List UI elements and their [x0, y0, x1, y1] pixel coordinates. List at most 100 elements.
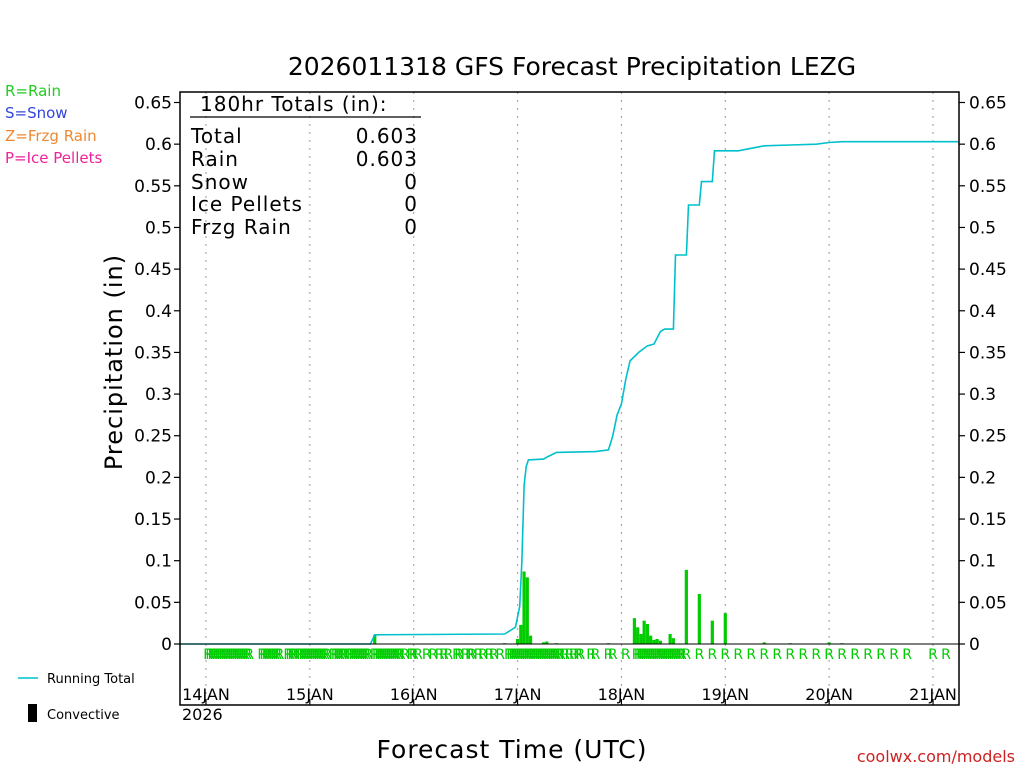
legend-ice-pellets: P=Ice Pellets — [5, 149, 102, 167]
precip-type-marker-27: R — [273, 647, 283, 663]
precip-type-marker-139: R — [651, 647, 661, 663]
precip-type-marker-94: R — [495, 647, 505, 663]
precip-type-marker-90: R — [474, 647, 484, 663]
precip-type-marker-70: R — [385, 647, 395, 663]
precip-type-marker-13: R — [231, 647, 241, 663]
precip-type-marker-162: R — [811, 647, 821, 663]
precip-type-marker-19: R — [244, 647, 254, 663]
totals-total-label: Total — [190, 124, 243, 148]
precip-type-marker-113: R — [543, 647, 553, 663]
precip-type-marker-150: R — [675, 647, 685, 663]
precip-type-marker-88: R — [465, 647, 475, 663]
precip-type-marker-44: R — [318, 647, 328, 663]
precip-type-marker-58: R — [355, 647, 365, 663]
legend-rain: R=Rain — [5, 82, 61, 100]
precip-type-marker-32: R — [290, 647, 300, 663]
y-tick-label-right-5: 0.4 — [969, 302, 996, 322]
precip-type-marker-104: R — [524, 647, 534, 663]
y-tick-label-left-9: 0.2 — [145, 468, 172, 488]
precip-type-marker-120: R — [560, 647, 570, 663]
precip-type-legend: R=Rain S=Snow Z=Frzg Rain P=Ice Pellets — [5, 82, 102, 167]
precip-type-marker-9: R — [223, 647, 233, 663]
x-tick-label-7: 21JAN — [909, 685, 957, 704]
precip-type-marker-146: R — [666, 647, 676, 663]
precip-type-marker-4: R — [212, 647, 222, 663]
precip-type-marker-17: R — [240, 647, 250, 663]
precip-type-marker-66: R — [376, 647, 386, 663]
precip-type-marker-170: R — [928, 647, 938, 663]
y-tick-label-right-10: 0.15 — [969, 510, 1007, 530]
precip-bar-8 — [545, 641, 549, 644]
precip-type-marker-49: R — [333, 647, 343, 663]
precip-type-marker-148: R — [671, 647, 681, 663]
precip-type-marker-65: R — [374, 647, 384, 663]
precip-type-marker-18: R — [242, 647, 252, 663]
precip-type-marker-143: R — [660, 647, 670, 663]
legend-frzg-rain: Z=Frzg Rain — [5, 127, 97, 145]
y-tick-label-right-4: 0.45 — [969, 260, 1007, 280]
precip-type-marker-48: R — [331, 647, 341, 663]
y-tick-label-right-9: 0.2 — [969, 468, 996, 488]
totals-rain-label: Rain — [191, 147, 239, 171]
precip-type-marker-80: R — [422, 647, 432, 663]
precip-type-marker-118: R — [554, 647, 564, 663]
precip-bar-24 — [710, 620, 714, 644]
y-tick-label-left-5: 0.4 — [145, 302, 172, 322]
y-tick-label-right-13: 0 — [969, 635, 980, 655]
precip-type-marker-87: R — [461, 647, 471, 663]
precip-type-marker-138: R — [649, 647, 659, 663]
precip-bars — [373, 569, 844, 644]
precip-type-marker-62: R — [363, 647, 373, 663]
precip-type-marker-75: R — [396, 647, 406, 663]
totals-box: 180hr Totals (in): Total 0.603 Rain 0.60… — [190, 92, 421, 239]
y-tick-label-left-12: 0.05 — [134, 593, 172, 613]
precip-type-marker-39: R — [307, 647, 317, 663]
precip-type-marker-95: R — [504, 647, 514, 663]
precip-type-marker-140: R — [653, 647, 663, 663]
precip-type-marker-63: R — [370, 647, 380, 663]
legend-snow: S=Snow — [5, 104, 68, 122]
y-tick-label-right-6: 0.35 — [969, 343, 1007, 363]
y-axis-label: Precipitation (in) — [100, 254, 128, 470]
precip-type-marker-144: R — [662, 647, 672, 663]
precip-type-marker-73: R — [392, 647, 402, 663]
precip-type-marker-92: R — [485, 647, 495, 663]
precip-type-marker-153: R — [694, 647, 704, 663]
y-tick-label-left-0: 0.65 — [134, 94, 172, 114]
precip-type-marker-71: R — [387, 647, 397, 663]
precip-bar-26 — [762, 642, 766, 644]
precip-bar-4 — [522, 571, 526, 644]
precip-type-marker-160: R — [785, 647, 795, 663]
precip-type-marker-78: R — [409, 647, 419, 663]
precip-bar-12 — [636, 627, 640, 644]
precip-type-marker-82: R — [435, 647, 445, 663]
precip-type-marker-110: R — [537, 647, 547, 663]
credit-link[interactable]: coolwx.com/models — [857, 747, 1015, 766]
precip-type-marker-26: R — [270, 647, 280, 663]
precip-type-marker-122: R — [569, 647, 579, 663]
precip-type-marker-5: R — [214, 647, 224, 663]
convective-legend-label: Convective — [47, 708, 120, 723]
y-tick-label-right-12: 0.05 — [969, 593, 1007, 613]
precip-bar-5 — [525, 577, 529, 644]
x-tick-sublabel-0: 2026 — [182, 705, 223, 724]
y-tick-label-right-1: 0.6 — [969, 135, 996, 155]
precip-type-marker-121: R — [565, 647, 575, 663]
precip-bar-28 — [827, 642, 831, 644]
precip-type-marker-100: R — [515, 647, 525, 663]
precip-type-marker-145: R — [664, 647, 674, 663]
precip-type-marker-99: R — [513, 647, 523, 663]
totals-frzg-rain-value: 0 — [404, 215, 418, 239]
precip-type-marker-74: R — [394, 647, 404, 663]
running-total-line — [180, 140, 959, 645]
precip-type-marker-38: R — [305, 647, 315, 663]
x-tick-label-5: 19JAN — [701, 685, 749, 704]
precip-type-marker-114: R — [545, 647, 555, 663]
precip-type-marker-151: R — [677, 647, 687, 663]
x-gridlines — [205, 92, 934, 705]
precip-type-marker-123: R — [573, 647, 583, 663]
y-tick-label-left-11: 0.1 — [145, 552, 172, 572]
precip-type-marker-149: R — [673, 647, 683, 663]
precip-type-marker-24: R — [266, 647, 276, 663]
precip-type-marker-154: R — [707, 647, 717, 663]
